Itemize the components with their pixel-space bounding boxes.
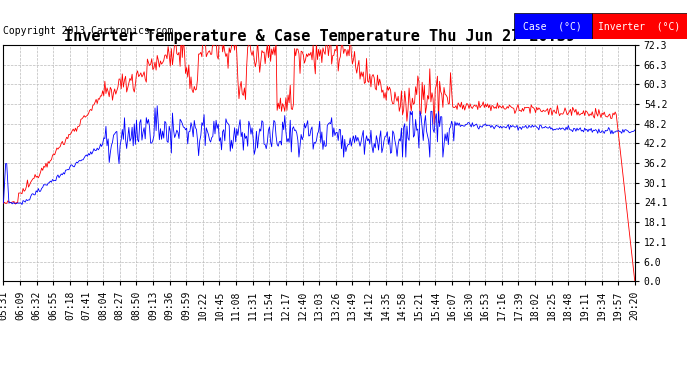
Text: Case  (°C): Case (°C)	[524, 21, 582, 31]
Bar	[514, 13, 591, 39]
Bar	[591, 13, 687, 39]
Title: Inverter Temperature & Case Temperature Thu Jun 27 20:39: Inverter Temperature & Case Temperature …	[63, 29, 575, 44]
Text: Inverter  (°C): Inverter (°C)	[598, 21, 680, 31]
Text: Copyright 2013 Cartronics.com: Copyright 2013 Cartronics.com	[3, 26, 174, 36]
